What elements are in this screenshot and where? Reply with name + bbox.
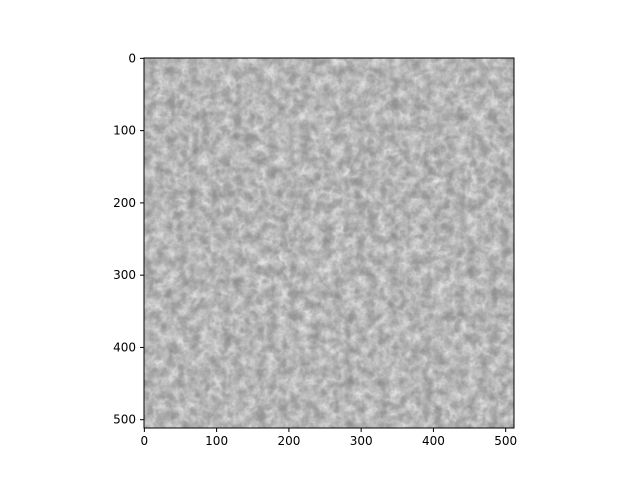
x-tick-label: 500 (494, 434, 517, 448)
x-tick-label: 400 (422, 434, 445, 448)
y-tick-label: 300 (113, 268, 136, 282)
x-tick-label: 100 (205, 434, 228, 448)
x-tick-label: 200 (277, 434, 300, 448)
y-tick-label: 400 (113, 340, 136, 354)
x-tick-label: 300 (350, 434, 373, 448)
y-tick-label: 0 (128, 51, 136, 65)
heatmap-image (144, 58, 514, 428)
y-tick-label: 500 (113, 413, 136, 427)
heatmap-image-texture (144, 58, 514, 428)
x-tick-label: 0 (141, 434, 149, 448)
y-axis-ticks: 0 100 200 300 400 500 (113, 51, 144, 427)
y-tick-label: 100 (113, 124, 136, 138)
y-tick-label: 200 (113, 196, 136, 210)
x-axis-ticks: 0 100 200 300 400 500 (141, 428, 517, 448)
axes-frame (143, 57, 515, 429)
